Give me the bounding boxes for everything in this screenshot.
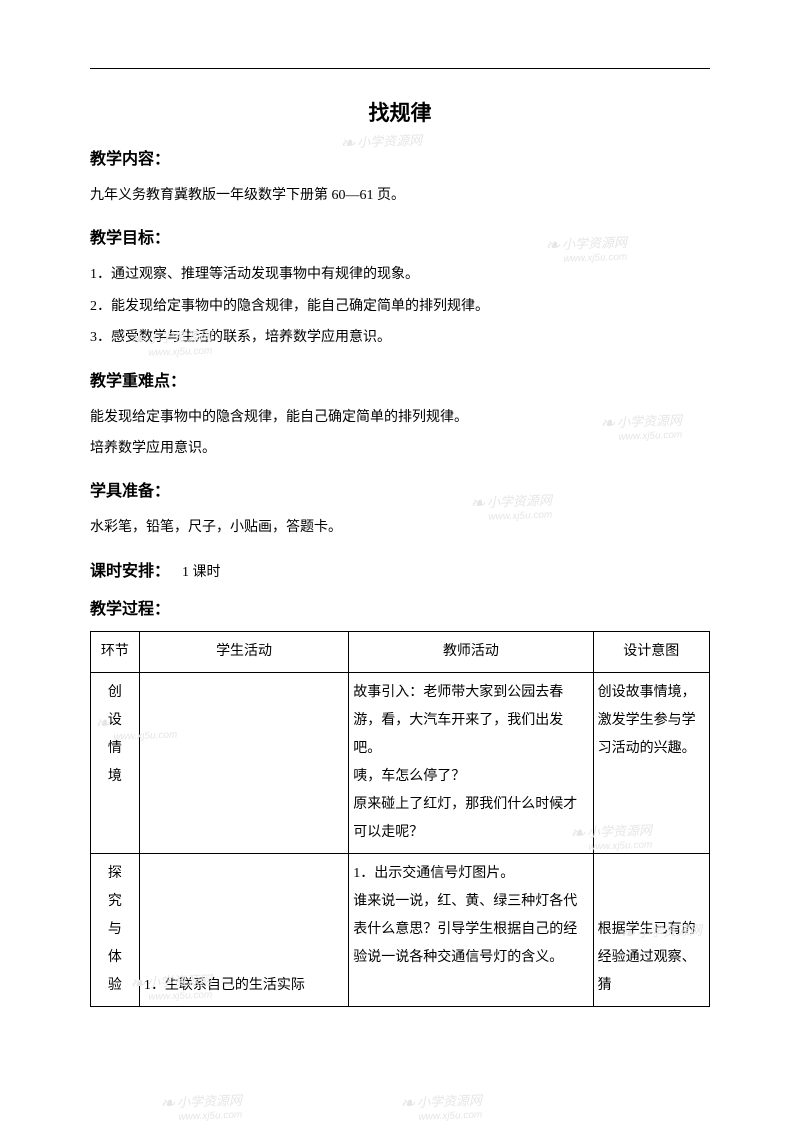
- goal-item-1: 1．通过观察、推理等活动发现事物中有规律的现象。: [90, 260, 710, 289]
- cell-teacher-2: 1．出示交通信号灯图片。 谁来说一说，红、黄、绿三种灯各代表什么意思？引导学生根…: [349, 853, 593, 1006]
- th-env: 环节: [91, 631, 140, 672]
- keypoint-line-2: 培养数学应用意识。: [90, 434, 710, 463]
- text-materials: 水彩笔，铅笔，尺子，小贴画，答题卡。: [90, 513, 710, 542]
- process-table: 环节 学生活动 教师活动 设计意图 创设情境 故事引入：老师带大家到公园去春游，…: [90, 631, 710, 1007]
- document-title: 找规律: [90, 97, 710, 127]
- row-schedule: 课时安排： 1 课时: [90, 557, 710, 581]
- cell-teacher-1: 故事引入：老师带大家到公园去春游，看，大汽车开来了，我们出发吧。 咦，车怎么停了…: [349, 672, 593, 853]
- cell-env-2: 探究与体验: [91, 853, 140, 1006]
- heading-goals: 教学目标：: [90, 224, 710, 248]
- cell-student-2: 1．生联系自己的生活实际: [139, 853, 348, 1006]
- watermark: ❧小学资源网www.xj5u.com: [159, 1089, 242, 1124]
- keypoint-line-1: 能发现给定事物中的隐含规律，能自己确定简单的排列规律。: [90, 403, 710, 432]
- goal-item-3: 3．感受数学与生活的联系，培养数学应用意识。: [90, 323, 710, 352]
- heading-materials: 学具准备：: [90, 477, 710, 501]
- table-header-row: 环节 学生活动 教师活动 设计意图: [91, 631, 710, 672]
- value-schedule: 1 课时: [182, 565, 221, 580]
- heading-schedule: 课时安排：: [90, 563, 170, 580]
- text-content: 九年义务教育冀教版一年级数学下册第 60—61 页。: [90, 181, 710, 210]
- heading-process: 教学过程：: [90, 595, 710, 619]
- watermark: ❧小学资源网www.xj5u.com: [399, 1089, 482, 1124]
- table-row: 探究与体验 1．生联系自己的生活实际 1．出示交通信号灯图片。 谁来说一说，红、…: [91, 853, 710, 1006]
- cell-env-1: 创设情境: [91, 672, 140, 853]
- top-rule: [90, 68, 710, 69]
- table-row: 创设情境 故事引入：老师带大家到公园去春游，看，大汽车开来了，我们出发吧。 咦，…: [91, 672, 710, 853]
- cell-student-1: [139, 672, 348, 853]
- cell-design-2: 根据学生已有的经验通过观察、猜: [593, 853, 709, 1006]
- th-design: 设计意图: [593, 631, 709, 672]
- th-teacher: 教师活动: [349, 631, 593, 672]
- heading-keypoints: 教学重难点：: [90, 367, 710, 391]
- heading-content: 教学内容：: [90, 145, 710, 169]
- goal-item-2: 2．能发现给定事物中的隐含规律，能自己确定简单的排列规律。: [90, 292, 710, 321]
- cell-design-1: 创设故事情境，激发学生参与学习活动的兴趣。: [593, 672, 709, 853]
- th-student: 学生活动: [139, 631, 348, 672]
